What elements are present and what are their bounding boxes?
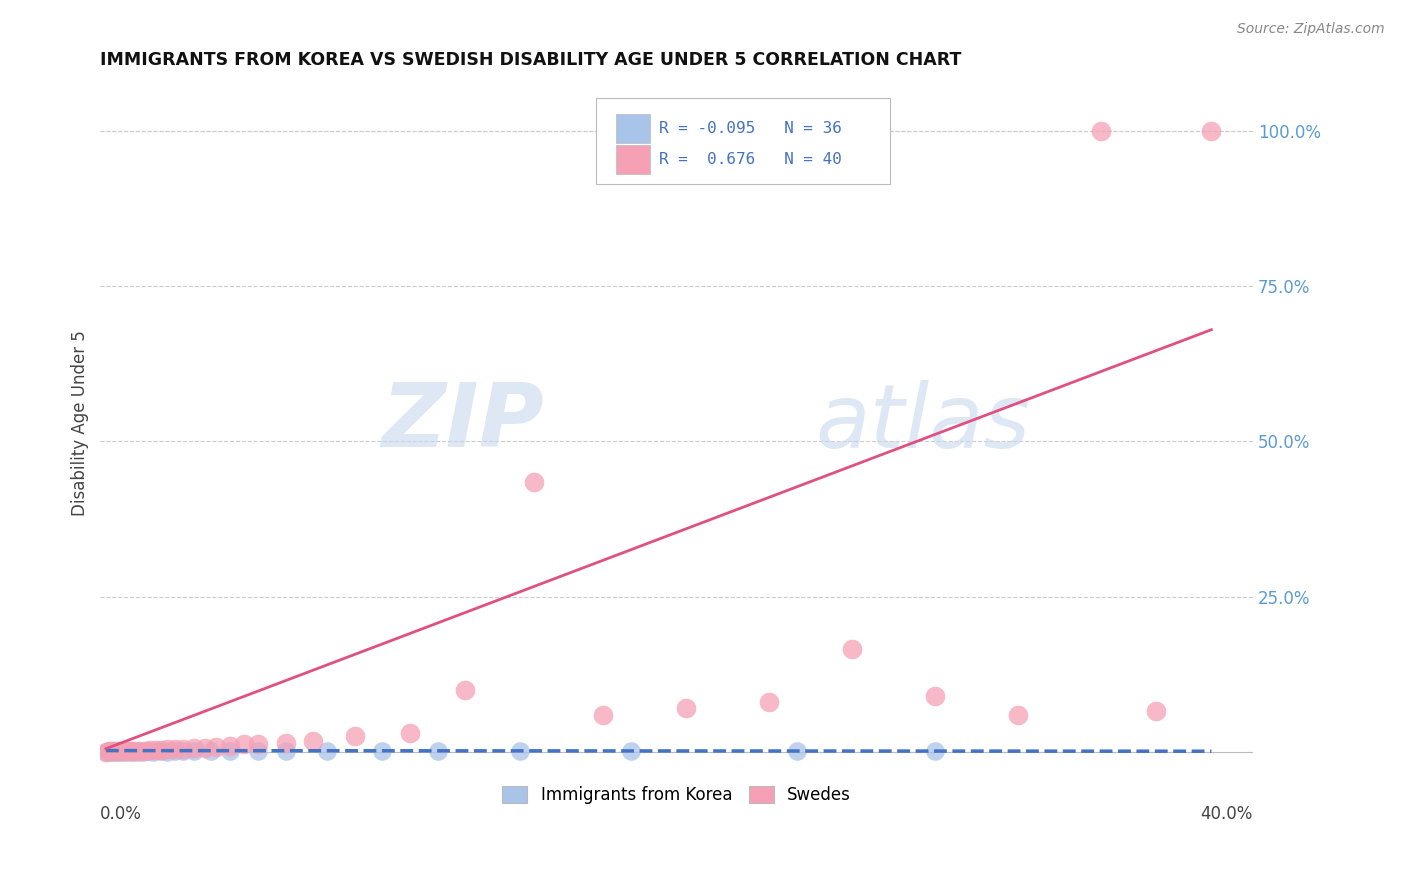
Point bbox=[97, 745, 120, 759]
Point bbox=[163, 741, 186, 756]
Point bbox=[136, 744, 159, 758]
Text: 0.0%: 0.0% bbox=[100, 805, 142, 823]
Point bbox=[100, 744, 122, 758]
Point bbox=[194, 740, 217, 755]
Point bbox=[172, 744, 194, 758]
Point bbox=[509, 743, 531, 757]
Point bbox=[233, 738, 256, 752]
Bar bbox=[616, 145, 650, 174]
Point bbox=[924, 689, 946, 703]
Point bbox=[163, 744, 186, 758]
Point bbox=[131, 745, 153, 759]
Point bbox=[200, 744, 222, 758]
Point bbox=[150, 743, 173, 757]
Point bbox=[156, 745, 179, 759]
Point bbox=[1201, 124, 1223, 138]
Point bbox=[205, 739, 228, 754]
Text: IMMIGRANTS FROM KOREA VS SWEDISH DISABILITY AGE UNDER 5 CORRELATION CHART: IMMIGRANTS FROM KOREA VS SWEDISH DISABIL… bbox=[100, 51, 962, 69]
Point bbox=[120, 744, 142, 758]
Y-axis label: Disability Age Under 5: Disability Age Under 5 bbox=[72, 330, 89, 516]
Point bbox=[94, 745, 117, 759]
Point bbox=[103, 744, 125, 758]
Point bbox=[150, 744, 173, 758]
Point bbox=[114, 744, 136, 758]
Point bbox=[592, 707, 614, 722]
Point bbox=[103, 745, 125, 759]
Text: R = -0.095   N = 36: R = -0.095 N = 36 bbox=[659, 121, 842, 136]
FancyBboxPatch shape bbox=[596, 98, 890, 184]
Point bbox=[97, 744, 120, 758]
Point bbox=[274, 735, 297, 749]
Point bbox=[454, 682, 477, 697]
Point bbox=[122, 744, 145, 758]
Point bbox=[145, 743, 167, 757]
Point bbox=[108, 745, 131, 759]
Point bbox=[246, 737, 269, 751]
Point bbox=[219, 744, 242, 758]
Legend: Immigrants from Korea, Swedes: Immigrants from Korea, Swedes bbox=[495, 779, 858, 811]
Bar bbox=[616, 114, 650, 143]
Text: R =  0.676   N = 40: R = 0.676 N = 40 bbox=[659, 152, 842, 167]
Point bbox=[316, 744, 339, 758]
Point bbox=[302, 733, 325, 747]
Point bbox=[156, 742, 179, 756]
Point bbox=[105, 744, 128, 758]
Point bbox=[117, 744, 139, 758]
Point bbox=[142, 745, 165, 759]
Point bbox=[128, 744, 150, 758]
Point bbox=[620, 743, 643, 757]
Point bbox=[122, 744, 145, 758]
Point bbox=[172, 741, 194, 756]
Point bbox=[343, 729, 366, 743]
Text: Source: ZipAtlas.com: Source: ZipAtlas.com bbox=[1237, 22, 1385, 37]
Point bbox=[100, 745, 122, 759]
Point bbox=[125, 745, 148, 759]
Point bbox=[183, 741, 205, 756]
Point bbox=[675, 701, 697, 715]
Point bbox=[786, 744, 808, 758]
Text: ZIP: ZIP bbox=[381, 379, 544, 467]
Point bbox=[924, 743, 946, 757]
Point bbox=[105, 744, 128, 758]
Point bbox=[274, 744, 297, 758]
Point bbox=[183, 744, 205, 758]
Point bbox=[246, 744, 269, 758]
Point bbox=[94, 745, 117, 759]
Point bbox=[103, 744, 125, 758]
Point bbox=[523, 475, 546, 489]
Point bbox=[426, 743, 449, 757]
Point bbox=[399, 726, 422, 740]
Text: atlas: atlas bbox=[815, 380, 1029, 466]
Point bbox=[1007, 707, 1029, 722]
Point bbox=[219, 739, 242, 753]
Point bbox=[108, 744, 131, 758]
Point bbox=[758, 695, 780, 709]
Point bbox=[111, 744, 134, 758]
Point bbox=[111, 744, 134, 758]
Point bbox=[134, 743, 156, 757]
Point bbox=[841, 642, 863, 657]
Point bbox=[120, 745, 142, 759]
Point bbox=[1090, 124, 1112, 138]
Point bbox=[139, 743, 162, 757]
Point bbox=[105, 745, 128, 759]
Point bbox=[100, 744, 122, 758]
Point bbox=[97, 744, 120, 758]
Point bbox=[371, 744, 394, 758]
Text: 40.0%: 40.0% bbox=[1201, 805, 1253, 823]
Point bbox=[1144, 705, 1167, 719]
Point bbox=[128, 743, 150, 757]
Point bbox=[114, 745, 136, 759]
Point bbox=[117, 744, 139, 758]
